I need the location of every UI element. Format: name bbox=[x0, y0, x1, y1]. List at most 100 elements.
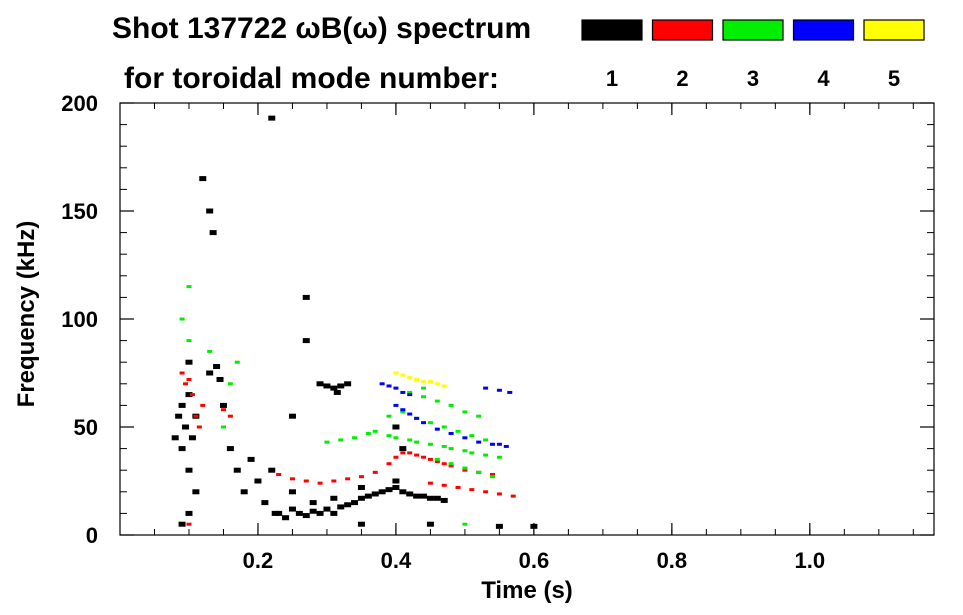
data-point-mode-3 bbox=[386, 414, 392, 418]
data-point-mode-3 bbox=[462, 522, 468, 526]
data-point-mode-3 bbox=[407, 390, 413, 394]
data-point-mode-1 bbox=[206, 370, 214, 376]
data-point-mode-1 bbox=[206, 208, 214, 214]
data-point-mode-2 bbox=[434, 460, 440, 464]
data-point-mode-1 bbox=[192, 489, 200, 495]
x-tick-label: 0.4 bbox=[381, 548, 412, 573]
y-tick-label: 200 bbox=[61, 91, 98, 116]
data-point-mode-1 bbox=[171, 435, 179, 441]
data-point-mode-5 bbox=[414, 377, 420, 381]
data-point-mode-1 bbox=[357, 495, 365, 501]
axes: 0.2 0.4 0.6 0.8 1.0 0 50 100 150 200 bbox=[61, 91, 934, 573]
data-point-mode-3 bbox=[324, 440, 330, 444]
data-point-mode-1 bbox=[226, 446, 234, 452]
data-point-mode-3 bbox=[441, 425, 447, 429]
data-point-mode-3 bbox=[441, 444, 447, 448]
data-point-mode-3 bbox=[400, 410, 406, 414]
data-point-mode-1 bbox=[295, 510, 303, 516]
data-point-mode-3 bbox=[483, 438, 489, 442]
legend-swatch-mode-3 bbox=[722, 19, 784, 41]
data-point-mode-2 bbox=[510, 494, 516, 498]
data-point-mode-1 bbox=[219, 402, 227, 408]
data-point-mode-5 bbox=[421, 380, 427, 384]
data-point-mode-3 bbox=[227, 382, 233, 386]
data-point-mode-2 bbox=[414, 453, 420, 457]
data-point-mode-2 bbox=[427, 457, 433, 461]
data-point-mode-1 bbox=[254, 478, 262, 484]
data-point-mode-2 bbox=[407, 451, 413, 455]
legend-swatch-mode-5 bbox=[863, 19, 925, 41]
legend-label-mode-2: 2 bbox=[676, 66, 688, 91]
data-point-mode-1 bbox=[357, 484, 365, 490]
legend-label-mode-5: 5 bbox=[888, 66, 900, 91]
data-point-mode-1 bbox=[175, 413, 183, 419]
plot-marks bbox=[171, 115, 538, 529]
data-point-mode-1 bbox=[413, 493, 421, 499]
data-point-mode-1 bbox=[261, 500, 269, 506]
data-point-mode-3 bbox=[462, 449, 468, 453]
data-point-mode-1 bbox=[247, 456, 255, 462]
data-point-mode-1 bbox=[309, 508, 317, 514]
data-point-mode-3 bbox=[469, 451, 475, 455]
data-point-mode-1 bbox=[216, 376, 224, 382]
data-point-mode-4 bbox=[490, 442, 496, 446]
chart-title-line1: Shot 137722 ωB(ω) spectrum bbox=[112, 12, 531, 45]
data-point-mode-3 bbox=[434, 399, 440, 403]
data-point-mode-1 bbox=[209, 230, 217, 236]
data-point-mode-1 bbox=[282, 515, 290, 521]
data-point-mode-3 bbox=[469, 434, 475, 438]
data-point-mode-4 bbox=[407, 412, 413, 416]
y-tick-label: 0 bbox=[86, 523, 98, 548]
data-point-mode-1 bbox=[316, 510, 324, 516]
data-point-mode-1 bbox=[337, 504, 345, 510]
data-point-mode-5 bbox=[441, 384, 447, 388]
data-point-mode-4 bbox=[421, 421, 427, 425]
data-point-mode-2 bbox=[469, 488, 475, 492]
data-point-mode-3 bbox=[220, 425, 226, 429]
data-point-mode-4 bbox=[496, 388, 502, 392]
data-point-mode-1 bbox=[178, 402, 186, 408]
data-point-mode-3 bbox=[421, 395, 427, 399]
data-point-mode-3 bbox=[427, 421, 433, 425]
data-point-mode-1 bbox=[330, 510, 338, 516]
data-point-mode-5 bbox=[434, 382, 440, 386]
data-point-mode-3 bbox=[338, 438, 344, 442]
data-point-mode-1 bbox=[426, 495, 434, 501]
data-point-mode-2 bbox=[358, 475, 364, 479]
data-point-mode-1 bbox=[288, 413, 296, 419]
data-point-mode-1 bbox=[316, 381, 324, 387]
data-point-mode-2 bbox=[186, 522, 192, 526]
plot-frame bbox=[119, 102, 935, 536]
legend-label-mode-1: 1 bbox=[606, 66, 618, 91]
data-point-mode-3 bbox=[372, 429, 378, 433]
data-point-mode-2 bbox=[200, 403, 206, 407]
data-point-mode-1 bbox=[288, 506, 296, 512]
data-point-mode-1 bbox=[178, 446, 186, 452]
data-point-mode-4 bbox=[407, 393, 413, 397]
data-point-mode-3 bbox=[427, 442, 433, 446]
data-point-mode-2 bbox=[317, 481, 323, 485]
data-point-mode-3 bbox=[462, 410, 468, 414]
legend-label-mode-3: 3 bbox=[747, 66, 759, 91]
data-point-mode-2 bbox=[189, 393, 195, 397]
data-point-mode-1 bbox=[323, 383, 331, 389]
data-point-mode-3 bbox=[462, 466, 468, 470]
data-point-mode-1 bbox=[302, 513, 310, 519]
data-point-mode-2 bbox=[393, 455, 399, 459]
data-point-mode-3 bbox=[186, 285, 192, 289]
x-tick-label: 0.8 bbox=[657, 548, 688, 573]
data-point-mode-4 bbox=[462, 436, 468, 440]
data-point-mode-1 bbox=[240, 489, 248, 495]
data-point-mode-1 bbox=[392, 424, 400, 430]
data-point-mode-2 bbox=[220, 408, 226, 412]
data-point-mode-1 bbox=[440, 497, 448, 503]
data-point-mode-5 bbox=[400, 373, 406, 377]
data-point-mode-1 bbox=[302, 338, 310, 344]
data-point-mode-2 bbox=[462, 468, 468, 472]
data-point-mode-2 bbox=[276, 473, 282, 477]
legend: 1 2 3 4 5 bbox=[581, 19, 925, 91]
data-point-mode-4 bbox=[496, 442, 502, 446]
data-point-mode-3 bbox=[496, 455, 502, 459]
x-axis-label: Time (s) bbox=[481, 577, 573, 604]
